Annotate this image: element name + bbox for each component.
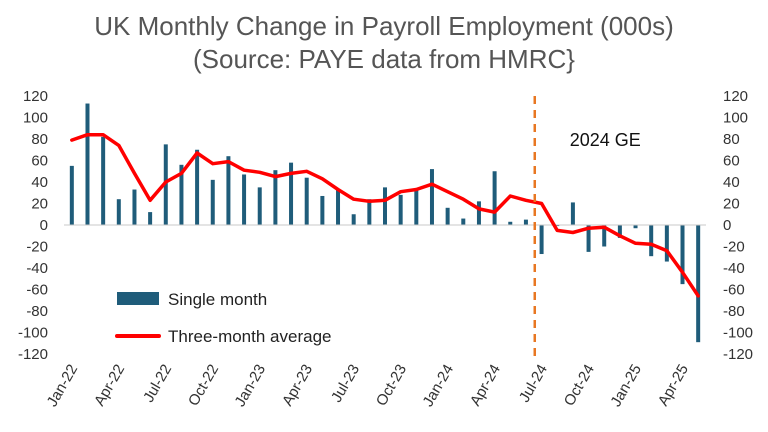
y-tick-label-left: 0 — [40, 217, 48, 234]
bar-single-month — [242, 174, 247, 225]
bar-single-month — [508, 221, 513, 225]
bar-single-month — [101, 136, 106, 225]
bar-single-month — [617, 225, 622, 238]
y-tick-label-left: -40 — [26, 260, 48, 277]
y-tick-label-left: 120 — [23, 88, 48, 105]
bar-single-month — [85, 103, 90, 225]
bar-single-month — [257, 187, 262, 225]
bar-single-month — [414, 189, 419, 225]
y-tick-label-right: -20 — [723, 239, 745, 256]
bar-single-month — [602, 225, 607, 247]
x-tick-label: Apr-22 — [91, 362, 128, 409]
y-tick-label-right: -120 — [723, 346, 753, 363]
bar-single-month — [132, 189, 137, 225]
y-tick-label-right: 40 — [723, 174, 740, 191]
bar-single-month — [116, 199, 121, 225]
legend-swatch-single-month — [117, 292, 159, 305]
bar-single-month — [289, 162, 294, 225]
y-tick-label-right: -100 — [723, 325, 753, 342]
bar-single-month — [649, 225, 654, 257]
x-tick-label: Jul-24 — [516, 362, 551, 406]
bar-single-month — [570, 202, 575, 225]
x-tick-label: Jan-23 — [232, 362, 270, 410]
bar-single-month — [367, 199, 372, 225]
bar-single-month — [586, 225, 591, 252]
bar-single-month — [320, 195, 325, 225]
x-tick-label: Jul-22 — [140, 362, 175, 406]
y-tick-label-left: 20 — [31, 196, 48, 213]
x-tick-label: Apr-24 — [467, 362, 504, 409]
bar-single-month — [664, 225, 669, 262]
y-tick-label-left: 60 — [31, 153, 48, 170]
y-tick-label-left: -100 — [18, 325, 48, 342]
bar-single-month — [555, 225, 560, 227]
x-tick-label: Jan-24 — [419, 362, 457, 410]
chart-title: UK Monthly Change in Payroll Employment … — [94, 11, 674, 41]
x-tick-label: Jul-23 — [328, 362, 363, 406]
bar-single-month — [195, 149, 200, 225]
y-tick-label-right: 80 — [723, 131, 740, 148]
bar-single-month — [336, 189, 341, 225]
y-tick-label-left: -120 — [18, 346, 48, 363]
bar-single-month — [476, 201, 481, 225]
bar-single-month — [680, 225, 685, 285]
legend-label-single-month: Single month — [168, 290, 267, 309]
y-tick-label-right: 20 — [723, 196, 740, 213]
y-tick-label-left: 100 — [23, 110, 48, 127]
y-tick-label-left: -60 — [26, 282, 48, 299]
y-tick-label-right: -80 — [723, 303, 745, 320]
x-tick-label: Jan-25 — [607, 362, 645, 410]
bar-single-month — [539, 225, 544, 255]
y-tick-label-right: -40 — [723, 260, 745, 277]
chart-title-block: UK Monthly Change in Payroll Employment … — [0, 10, 768, 76]
bar-single-month — [696, 225, 701, 343]
x-tick-label: Apr-23 — [279, 362, 316, 409]
x-tick-label: Jan-22 — [44, 362, 82, 410]
bar-single-month — [383, 187, 387, 225]
bar-single-month — [633, 225, 638, 229]
y-tick-label-right: -60 — [723, 282, 745, 299]
bar-single-month — [523, 219, 528, 225]
bar-single-month — [226, 156, 231, 225]
chart-subtitle: (Source: PAYE data from HMRC} — [193, 44, 575, 74]
bar-single-month — [461, 218, 466, 225]
line-three-month-average — [70, 132, 700, 298]
y-tick-label-right: 100 — [723, 110, 748, 127]
x-tick-label: Oct-22 — [185, 362, 222, 409]
x-tick-label: Oct-23 — [373, 362, 410, 409]
y-tick-label-left: -80 — [26, 303, 48, 320]
bar-single-month — [210, 179, 215, 225]
bar-single-month — [273, 170, 278, 225]
y-tick-label-left: -20 — [26, 239, 48, 256]
bar-single-month — [179, 164, 184, 225]
y-tick-label-left: 80 — [31, 131, 48, 148]
x-tick-label: Apr-25 — [655, 362, 692, 409]
bar-single-month — [445, 207, 450, 225]
bar-single-month — [429, 169, 434, 225]
bar-single-month — [304, 177, 309, 225]
bar-single-month — [492, 171, 497, 225]
bar-single-month — [148, 212, 153, 225]
election-marker-label: 2024 GE — [570, 130, 641, 150]
bar-single-month — [69, 165, 74, 225]
bar-single-month — [351, 214, 356, 225]
y-tick-label-right: 120 — [723, 88, 748, 105]
y-tick-label-left: 40 — [31, 174, 48, 191]
legend-label-three-month-average: Three-month average — [168, 327, 331, 346]
x-tick-label: Oct-24 — [561, 362, 598, 409]
bar-single-month — [398, 194, 403, 225]
y-tick-label-right: 60 — [723, 153, 740, 170]
y-tick-label-right: 0 — [723, 217, 731, 234]
